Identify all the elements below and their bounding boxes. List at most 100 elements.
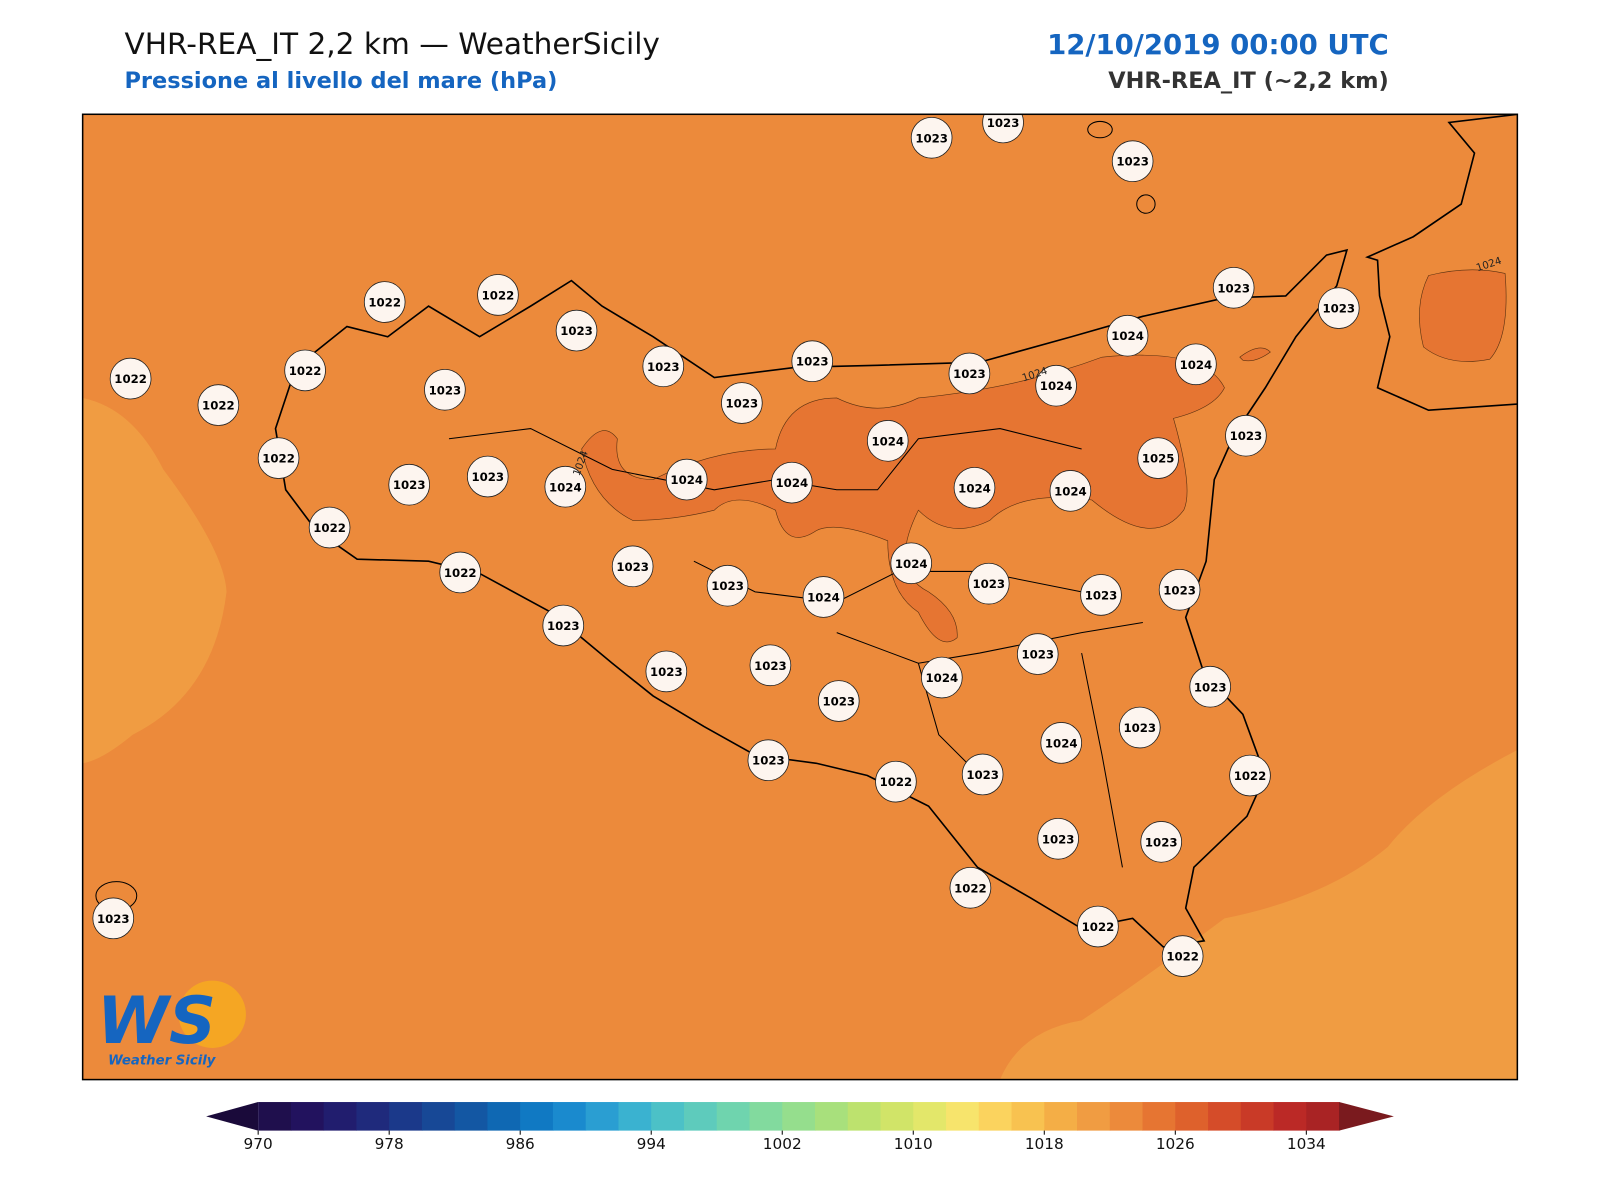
station-label: 1024: [871, 434, 904, 448]
station-label: 1023: [822, 695, 855, 709]
colorbar-segment: [946, 1102, 980, 1131]
colorbar-segment: [1208, 1102, 1242, 1131]
station-marker: [721, 382, 763, 424]
station-label: 1022: [1082, 920, 1115, 934]
station-marker: [466, 455, 509, 498]
station-label: 1022: [444, 566, 477, 580]
station-marker: [1317, 287, 1360, 329]
colorbar-tick-label: 970: [244, 1135, 273, 1153]
station-label: 1023: [650, 665, 683, 679]
station-marker: [1077, 905, 1119, 948]
station-marker: [1035, 364, 1077, 407]
subtitle: Pressione al livello del mare (hPa): [124, 68, 557, 94]
colorbar-extend: [206, 1102, 259, 1131]
station-marker: [1037, 817, 1079, 860]
station-marker: [642, 345, 685, 388]
colorbar-segment: [421, 1102, 456, 1131]
field-high: [1419, 269, 1507, 362]
colorbar-segment: [487, 1102, 521, 1131]
station-label: 1022: [114, 372, 147, 386]
station-marker: [439, 551, 482, 594]
station-label: 1023: [754, 659, 787, 673]
station-marker: [1212, 266, 1255, 309]
colorbar-segment: [1142, 1102, 1176, 1131]
colorbar-tick-label: 1002: [763, 1135, 802, 1153]
station-label: 1022: [313, 521, 346, 535]
station-marker: [948, 352, 991, 395]
station-marker: [665, 458, 708, 501]
colorbar-segment: [323, 1102, 357, 1131]
station-label: 1023: [752, 754, 785, 768]
station-marker: [1158, 568, 1201, 611]
colorbar-segment: [716, 1102, 750, 1131]
station-marker: [645, 650, 688, 693]
station-marker: [1229, 754, 1271, 797]
station-label: 1022: [1166, 950, 1199, 964]
station-marker: [890, 542, 933, 585]
station-label: 1022: [368, 296, 401, 310]
station-label: 1023: [1085, 588, 1118, 602]
station-marker: [1080, 574, 1122, 616]
station-marker: [542, 604, 585, 647]
station-marker: [910, 116, 953, 159]
station-label: 1023: [1116, 155, 1149, 169]
station-marker: [791, 340, 834, 383]
colorbar-segment: [454, 1102, 488, 1131]
colorbar-segment: [978, 1102, 1013, 1131]
station-label: 1023: [1322, 302, 1355, 316]
station-label: 1024: [549, 480, 582, 494]
station-label: 1023: [915, 131, 948, 145]
island: [1136, 194, 1156, 214]
colorbar-segment: [1077, 1102, 1111, 1131]
station-marker: [1016, 633, 1059, 675]
station-label: 1022: [262, 452, 295, 466]
station-label: 1022: [202, 399, 235, 413]
colorbar-segment: [651, 1102, 685, 1131]
colorbar-segment: [1306, 1102, 1340, 1131]
title: VHR-REA_IT 2,2 km — WeatherSicily: [124, 27, 659, 61]
coastline: [274, 248, 1349, 948]
colorbar-segment: [618, 1102, 652, 1131]
map: 1023 1023 1023 1022 1022 1023 1023 1023 1023 1023…: [82, 114, 1518, 1080]
island: [1087, 120, 1113, 139]
colorbar: 970 978 986 994 1002 1010 1018 1026 1034: [206, 1102, 1394, 1153]
station-label: 1023: [1145, 835, 1178, 849]
colorbar-segment: [847, 1102, 882, 1131]
colorbar-segment: [913, 1102, 947, 1131]
station-label: 1023: [966, 768, 999, 782]
station-label: 1024: [1180, 358, 1213, 372]
station-marker: [817, 680, 860, 722]
station-marker: [257, 437, 300, 479]
station-label: 1024: [895, 557, 928, 571]
station-marker: [1040, 722, 1083, 764]
colorbar-segment: [880, 1102, 914, 1131]
station-label: 1022: [954, 881, 987, 895]
colorbar-segment: [683, 1102, 718, 1131]
station-label: 1024: [926, 671, 959, 685]
station-label: 1023: [987, 116, 1020, 130]
station-marker: [1118, 706, 1161, 749]
logo-mark: WS: [97, 983, 216, 1059]
station-label: 1023: [429, 383, 462, 397]
station-label: 1022: [880, 775, 913, 789]
station-label: 1023: [1123, 721, 1156, 735]
station-marker: [1175, 343, 1217, 386]
station-label: 1023: [1217, 281, 1250, 295]
station-marker: [308, 506, 351, 549]
station-marker: [477, 274, 519, 316]
station-marker: [866, 420, 909, 462]
station-layer: 1023 1023 1023 1022 1022 1023 1023 1023 1023 1023…: [92, 114, 1360, 977]
model: VHR-REA_IT (~2,2 km): [1108, 68, 1389, 94]
station-label: 1023: [1194, 680, 1227, 694]
coastline: [1365, 114, 1518, 412]
station-label: 1024: [776, 476, 809, 490]
colorbar-tick-label: 1026: [1156, 1135, 1195, 1153]
station-marker: [92, 897, 135, 940]
station-marker: [749, 644, 792, 687]
station-marker: [1137, 437, 1179, 479]
datetime: 12/10/2019 00:00 UTC: [1047, 29, 1389, 61]
logo-text: Weather Sicily: [108, 1053, 217, 1068]
field-low: [82, 397, 227, 764]
colorbar-segment: [552, 1102, 587, 1131]
